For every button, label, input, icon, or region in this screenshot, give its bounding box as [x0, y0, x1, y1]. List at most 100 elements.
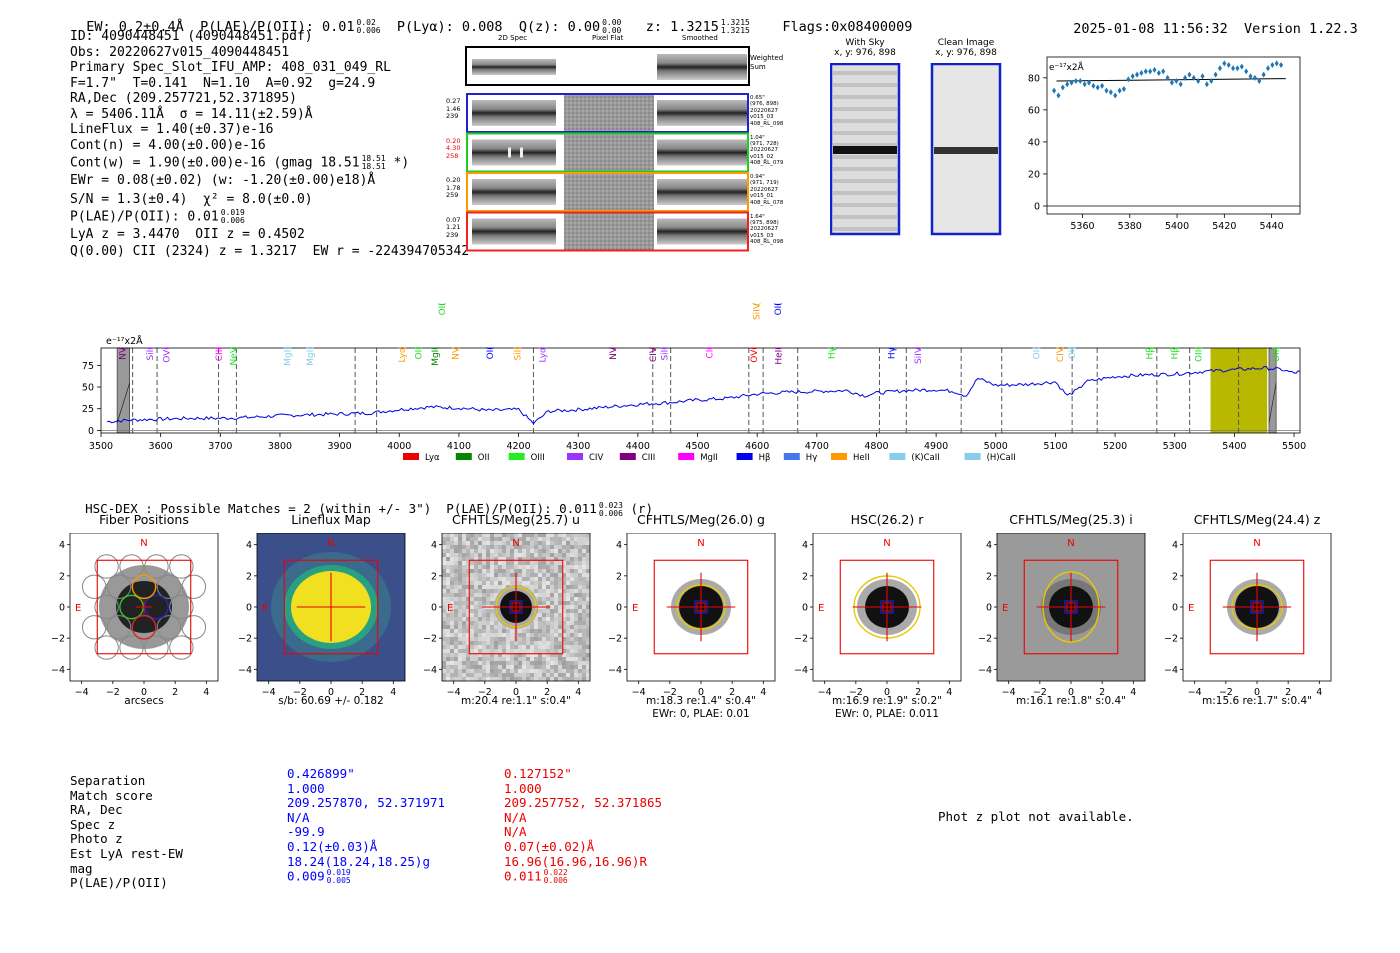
noise-pixel [498, 669, 502, 673]
fiber-circle [144, 554, 169, 579]
line-label: MgII [306, 347, 316, 366]
east-marker: E [818, 603, 824, 614]
mini-chart-point [1104, 87, 1109, 94]
mini-chart-point [1244, 68, 1249, 75]
noise-pixel [458, 593, 462, 597]
noise-pixel [550, 581, 554, 585]
line-label: Hβ [1146, 347, 1156, 360]
noise-pixel [570, 641, 574, 645]
noise-pixel [550, 649, 554, 653]
noise-pixel [582, 677, 586, 681]
noise-pixel [566, 617, 570, 621]
noise-pixel [558, 533, 562, 537]
noise-pixel [530, 665, 534, 669]
noise-pixel [570, 625, 574, 629]
noise-pixel [586, 553, 590, 557]
mini-chart-point [1213, 71, 1218, 78]
noise-pixel [554, 661, 558, 665]
noise-pixel [486, 649, 490, 653]
line-label: Hβ [1171, 347, 1181, 360]
noise-pixel [534, 569, 538, 573]
noise-pixel [446, 537, 450, 541]
noise-pixel [558, 553, 562, 557]
panel-xtick-label: 2 [1099, 687, 1105, 698]
noise-pixel [578, 657, 582, 661]
cutout-right-value: 20220627 [750, 147, 778, 154]
noise-pixel [558, 541, 562, 545]
fiber-circle [156, 615, 182, 640]
cutout-row-right-values: 0.94" (971, 719) 20220627 v015_01 408_RL_078 [750, 174, 783, 206]
panel-title: Lineflux Map [291, 512, 371, 527]
noise-pixel [566, 629, 570, 633]
noise-pixel [542, 569, 546, 573]
mini-chart-point [1065, 81, 1070, 88]
mini-chart-point [1239, 63, 1244, 70]
noise-pixel [578, 545, 582, 549]
noise-pixel [442, 673, 446, 677]
cutout-row-frame [466, 132, 749, 173]
mini-chart-point [1200, 73, 1205, 80]
panel-ytick-label: 2 [59, 571, 65, 582]
cutout-row-frame [466, 211, 749, 252]
noise-pixel [466, 601, 470, 605]
noise-pixel [462, 581, 466, 585]
noise-pixel [486, 645, 490, 649]
noise-pixel [530, 565, 534, 569]
noise-pixel [454, 549, 458, 553]
match-col2-value: N/A [504, 809, 527, 825]
noise-pixel [586, 585, 590, 589]
noise-pixel [494, 557, 498, 561]
panel-ytick-label: 2 [616, 571, 622, 582]
noise-pixel [506, 637, 510, 641]
noise-pixel [462, 561, 466, 565]
noise-pixel [550, 673, 554, 677]
noise-pixel [566, 605, 570, 609]
noise-pixel [494, 561, 498, 565]
cutout-box [1023, 559, 1119, 655]
noise-pixel [522, 645, 526, 649]
noise-pixel [482, 597, 486, 601]
noise-pixel [494, 641, 498, 645]
target-square [1252, 602, 1262, 612]
noise-pixel [502, 633, 506, 637]
sky-stripe [833, 107, 897, 111]
noise-pixel [578, 537, 582, 541]
noise-pixel [486, 633, 490, 637]
noise-pixel [494, 585, 498, 589]
noise-pixel [530, 657, 534, 661]
mini-chart-point [1169, 79, 1174, 86]
panel-ytick-label: 2 [802, 571, 808, 582]
noise-pixel [578, 609, 582, 613]
noise-pixel [510, 637, 514, 641]
noise-pixel [458, 657, 462, 661]
noise-pixel [442, 609, 446, 613]
noise-pixel [566, 593, 570, 597]
noise-pixel [498, 557, 502, 561]
noise-pixel [570, 581, 574, 585]
noise-pixel [518, 629, 522, 633]
panel-ytick-label: −2 [51, 634, 65, 645]
match-label: RA, Dec [70, 802, 123, 818]
noise-pixel [526, 673, 530, 677]
noise-pixel [574, 557, 578, 561]
noise-pixel [482, 589, 486, 593]
noise-pixel [462, 585, 466, 589]
noise-pixel [502, 657, 506, 661]
cutout-left-value: 239 [446, 230, 459, 239]
noise-pixel [578, 577, 582, 581]
mini-chart-point [1148, 68, 1153, 75]
noise-pixel [442, 533, 446, 537]
line-label: SiII [661, 347, 671, 361]
noise-pixel [518, 573, 522, 577]
noise-pixel [498, 545, 502, 549]
noise-pixel [518, 633, 522, 637]
mini-chart-point [1139, 70, 1144, 77]
noise-pixel [518, 577, 522, 581]
noise-pixel [542, 625, 546, 629]
noise-pixel [446, 665, 450, 669]
noise-pixel [446, 577, 450, 581]
noise-pixel [466, 537, 470, 541]
noise-pixel [550, 537, 554, 541]
noise-pixel [446, 673, 450, 677]
noise-pixel [538, 617, 542, 621]
